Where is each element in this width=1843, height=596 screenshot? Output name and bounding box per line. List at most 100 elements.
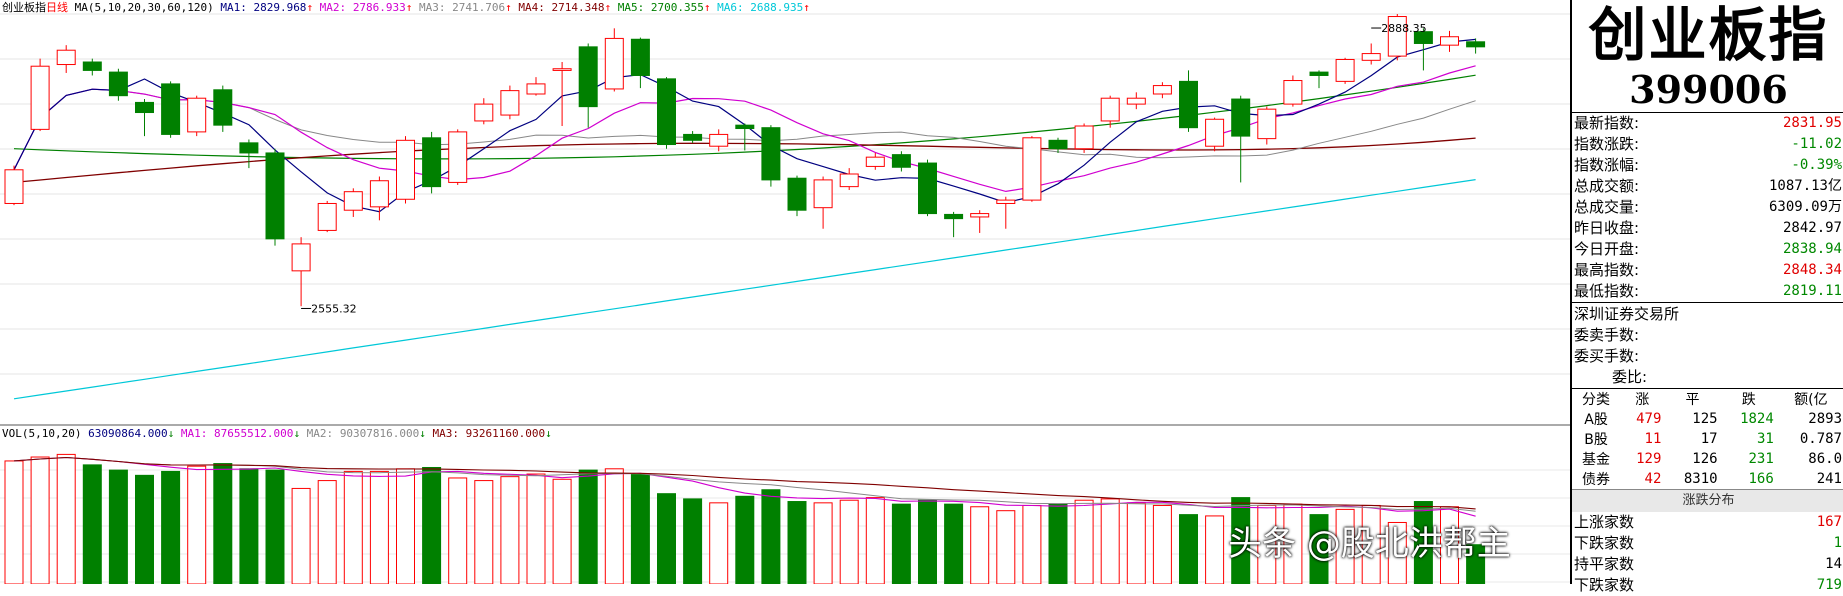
stat-value: 2838.94 [1782, 241, 1842, 257]
candle-body [944, 213, 964, 220]
ma-arrow: ↑ [704, 1, 711, 14]
dist-row: 持平家数 14 [1572, 554, 1843, 575]
board-cell-amt: 241 [1816, 471, 1842, 487]
candle-body [1231, 98, 1251, 137]
sell-orders-label: 委卖手数: [1574, 326, 1640, 344]
annotation-label: 2888.35 [1381, 22, 1427, 35]
ma-name: MA1: [214, 1, 254, 14]
candle-body [1205, 118, 1225, 147]
dist-label: 下跌家数 [1574, 576, 1635, 594]
stat-label: 总成交额: [1574, 177, 1640, 195]
candle-body [1152, 85, 1172, 95]
board-cell-name: A股 [1584, 412, 1608, 428]
volume-bar [108, 469, 128, 584]
volume-bar [1179, 514, 1198, 584]
candle-body [56, 49, 76, 66]
candle-body [709, 133, 729, 147]
stat-value: -0.39% [1791, 157, 1842, 173]
board-cell-down: 166 [1748, 471, 1774, 487]
volume-bar [1466, 544, 1486, 584]
ma-params: MA(5,10,20,30,60,120) [68, 1, 214, 14]
candle-body [526, 83, 546, 95]
candle-body [1361, 53, 1381, 61]
ma-arrow: ↑ [605, 1, 612, 14]
price-header: 创业板指日线 MA(5,10,20,30,60,120) MA1: 2829.9… [2, 0, 810, 14]
ma-value: 2741.706 [452, 1, 505, 14]
volume-bar [578, 469, 598, 584]
candle-body [1413, 31, 1433, 44]
candle-body [604, 37, 624, 90]
candle-body [1335, 58, 1355, 82]
candle-body [865, 156, 885, 167]
candle-body [1283, 80, 1303, 105]
board-cell-flat: 126 [1692, 451, 1718, 467]
ma-arrow: ↑ [803, 1, 810, 14]
volume-bar [787, 501, 807, 584]
ma-arrow: ↑ [406, 1, 413, 14]
vol-ma-arrow: ↓ [419, 427, 426, 440]
stat-value: 2819.11 [1782, 283, 1842, 299]
candle-body [30, 65, 50, 130]
volume-bar [552, 478, 572, 584]
stats-list: 最新指数: 2831.95 指数涨跌: -11.02 指数涨幅: -0.39% 总成交额: 1… [1572, 113, 1843, 302]
vol-ma-value: 93261160.000 [466, 427, 545, 440]
dist-row: 上涨家数 167 [1572, 512, 1843, 533]
stat-row: 指数涨跌: -11.02 [1572, 134, 1843, 155]
candle-body [4, 169, 24, 204]
board-cell-up: 129 [1636, 451, 1662, 467]
volume-bar [291, 487, 311, 584]
volume-bar [30, 456, 50, 584]
candle-body [918, 162, 937, 215]
dist-value: 1 [1833, 535, 1842, 551]
volume-bar [56, 453, 76, 584]
kline-svg[interactable]: 2888.35 2555.32 创业板指日线 MA(5,10,20,30,60,12… [0, 0, 1570, 584]
vol-arrow: ↓ [168, 427, 175, 440]
volume-bar [996, 510, 1016, 584]
quote-panel: 创业板指 399006 最新指数: 2831.95 指数涨跌: -11.02 指数涨幅:… [1570, 0, 1843, 594]
volume-bar [526, 473, 546, 584]
volume-bar [683, 498, 703, 584]
dist-label: 上涨家数 [1574, 513, 1635, 531]
dist-row: 下跌家数 719 [1572, 575, 1843, 596]
stat-row: 指数涨幅: -0.39% [1572, 155, 1843, 176]
stat-value: 2842.97 [1782, 220, 1842, 236]
volume-bar [1100, 498, 1120, 584]
volume-bar [474, 480, 494, 584]
stat-value: 2848.34 [1782, 262, 1842, 278]
dist-title[interactable]: 涨跌分布 [1572, 489, 1843, 512]
volume-bar [265, 469, 285, 584]
volume-bar [918, 499, 937, 584]
volume-bar [891, 503, 911, 584]
ma6-line [13, 179, 1476, 400]
stat-row: 总成交额: 1087.13亿 [1572, 176, 1843, 197]
candle-body [630, 38, 650, 76]
candle-body [891, 154, 911, 168]
volume-bar [630, 473, 650, 584]
ma-name: MA4: [512, 1, 552, 14]
candle-body [839, 173, 859, 188]
ma-name: MA6: [711, 1, 751, 14]
candle-body [317, 202, 337, 231]
candle-body [1440, 36, 1459, 46]
vol-ma3-line [13, 456, 1476, 510]
vol-ma-value: 87655512.000 [214, 427, 293, 440]
kline-chart[interactable]: 2888.35 2555.32 创业板指日线 MA(5,10,20,30,60,12… [0, 0, 1570, 584]
candle-body [761, 127, 781, 181]
volume-bar [761, 489, 781, 584]
ma-name: MA5: [611, 1, 651, 14]
buy-orders-label: 委买手数: [1574, 347, 1640, 365]
candle-body [735, 124, 755, 130]
ma-arrow: ↑ [306, 1, 313, 14]
board-row: 债券 42 8310 166 241 [1572, 469, 1843, 489]
board-cell-flat: 8310 [1683, 471, 1718, 487]
candle-body [970, 213, 990, 218]
board-cell-up: 479 [1636, 411, 1662, 427]
volume-bar [1205, 515, 1225, 584]
candle-body [552, 68, 572, 71]
vol-ma-arrow: ↓ [545, 427, 552, 440]
candle-body [1309, 71, 1329, 76]
chart-period: 日线 [46, 0, 68, 14]
volume-bar [135, 474, 154, 584]
vol-ma-arrow: ↓ [293, 427, 300, 440]
ma-name: MA3: [412, 1, 452, 14]
